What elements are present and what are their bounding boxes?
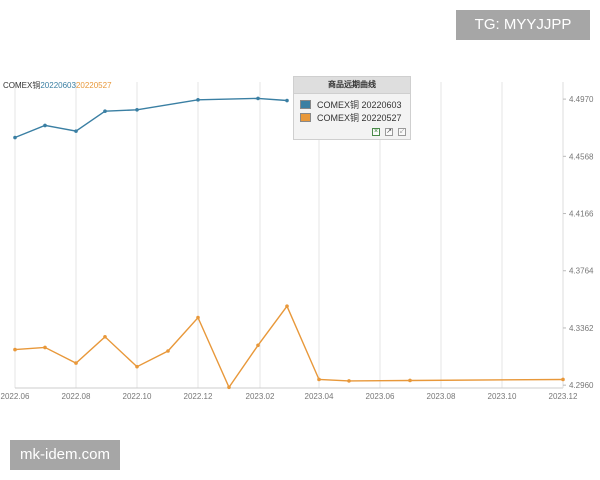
series-2-point <box>408 378 412 383</box>
series-2-point <box>43 345 47 350</box>
series-2-point <box>13 347 17 352</box>
y-tick-label: 4.3362 <box>569 324 594 333</box>
y-tick-label: 4.2960 <box>569 381 594 390</box>
series-1-point <box>285 98 289 103</box>
series-2-point <box>135 364 139 369</box>
series-2-point <box>347 379 351 383</box>
x-tick-label: 2022.12 <box>184 392 213 401</box>
series-2-point <box>166 349 170 353</box>
close-icon[interactable]: ↙ <box>398 128 406 136</box>
series-line-2 <box>14 304 564 389</box>
legend-item-series-2[interactable]: COMEX铜 20220527 <box>294 111 410 124</box>
x-tick-label: 2023.08 <box>427 392 456 401</box>
resize-icon[interactable]: ↗ <box>385 128 393 136</box>
series-2-point <box>561 377 565 382</box>
series-line-1 <box>14 97 288 139</box>
y-tick-label: 4.4970 <box>569 95 594 104</box>
x-tick-label: 2023.12 <box>549 392 578 401</box>
legend-item-series-1[interactable]: COMEX铜 20220603 <box>294 98 410 111</box>
x-tick-label: 2022.08 <box>62 392 91 401</box>
x-tick-label: 2023.06 <box>366 392 395 401</box>
x-tick-label: 2022.06 <box>1 392 30 401</box>
series-title-date-2: 20220527 <box>75 81 112 90</box>
watermark-tg: TG: MYYJJPP <box>456 10 590 40</box>
watermark-site: mk-idem.com <box>10 440 121 470</box>
y-tick-label: 4.4568 <box>569 152 594 161</box>
x-tick-label: 2022.10 <box>123 392 152 401</box>
legend-swatch-series-1 <box>300 100 311 109</box>
y-tick-label: 4.3764 <box>569 267 594 276</box>
series-2-point <box>103 334 107 339</box>
series-2-point <box>256 343 260 348</box>
series-1-point <box>13 135 17 140</box>
series-1-point <box>196 98 200 102</box>
legend-panel[interactable]: 商品远期曲线 COMEX铜 20220603 COMEX铜 20220527 ×… <box>293 76 411 140</box>
series-title: COMEX铜2022060320220527 <box>3 80 112 91</box>
series-title-date-1: 20220603 <box>40 81 76 90</box>
legend-label-series-1: COMEX铜 20220603 <box>317 100 402 110</box>
x-tick-label: 2023.10 <box>488 392 517 401</box>
series-2-point <box>74 361 78 365</box>
series-1-point <box>256 96 260 101</box>
legend-swatch-series-2 <box>300 113 311 122</box>
series-2-point <box>317 377 321 382</box>
series-1-point <box>74 129 78 133</box>
legend-title: 商品远期曲线 <box>294 77 410 94</box>
y-tick-label: 4.4166 <box>569 210 594 219</box>
series-1-point <box>135 107 139 112</box>
series-2-point <box>196 315 200 320</box>
x-tick-label: 2023.04 <box>305 392 334 401</box>
export-icon[interactable]: × <box>372 128 380 136</box>
series-1-point <box>103 109 107 114</box>
series-1-point <box>43 123 47 128</box>
series-2-point <box>227 385 231 390</box>
legend-label-series-2: COMEX铜 20220527 <box>317 113 402 123</box>
series-2-point <box>285 304 289 308</box>
x-tick-label: 2023.02 <box>246 392 275 401</box>
series-title-prefix: COMEX铜 <box>3 81 41 90</box>
legend-toolbar: × ↗ ↙ <box>372 128 406 136</box>
